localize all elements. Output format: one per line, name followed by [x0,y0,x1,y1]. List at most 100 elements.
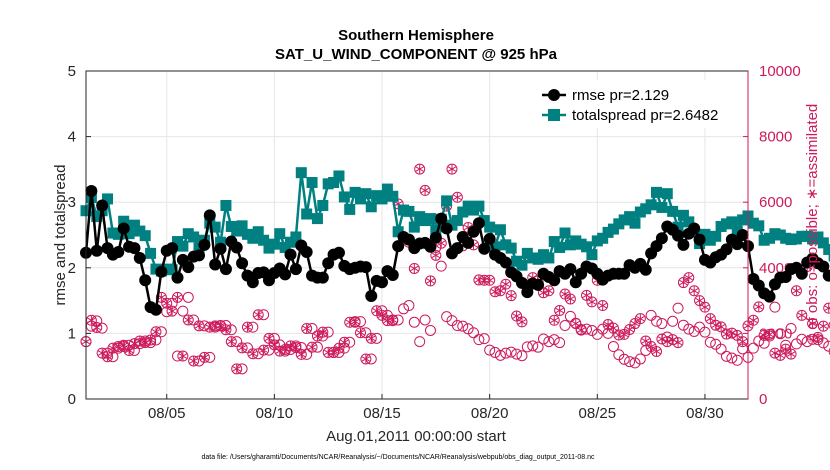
rmse-point [440,222,453,235]
totalspread-point [489,241,501,253]
rmse-point [85,185,98,198]
y-axis-label: rmse and totalspread [52,165,69,306]
obs-assimilated-point [543,285,555,297]
rmse-point [193,249,206,262]
totalspread-point [441,195,453,207]
obs-possible-point [457,320,469,332]
totalspread-point [812,231,824,243]
obs-assimilated-point [796,309,808,321]
totalspread-point [236,220,248,232]
obs-assimilated-point [683,272,695,284]
rmse-point [677,238,690,251]
totalspread-point [677,209,689,221]
totalspread-point [629,217,641,229]
obs-possible-point [489,346,501,358]
obs-assimilated-point [193,320,205,332]
obs-possible-point [408,316,420,328]
rmse-point [246,276,259,289]
x-axis-label: Aug.01,2011 00:00:00 start [326,428,507,445]
obs-possible-point [505,346,517,358]
rmse-point [515,276,528,289]
rmse-point [139,274,152,287]
rmse-point [462,236,475,249]
obs-assimilated-point [694,295,706,307]
totalspread-point [365,201,377,213]
obs-possible-point [177,305,189,317]
y-tick-label: 0 [68,391,76,408]
totalspread-point [102,193,114,205]
rmse-point [424,240,437,253]
rmse-point [316,271,329,284]
obs-possible-point [699,326,711,338]
obs-assimilated-point [166,305,178,317]
obs-assimilated-point [651,345,663,357]
rmse-point [472,217,485,230]
totalspread-point [559,227,571,239]
rmse-point [128,242,141,255]
obs-possible-point [511,348,523,360]
obs-possible-point [527,340,539,352]
totalspread-point [753,220,765,232]
totalspread-point [817,237,829,249]
obs-possible-point [414,336,426,348]
rmse-point [618,267,631,280]
totalspread-point [301,208,313,220]
y2-tick-label: 0 [759,391,767,408]
obs-assimilated-point [672,337,684,349]
obs-assimilated-point [586,296,598,308]
obs-possible-point [543,336,555,348]
obs-assimilated-point [150,326,162,338]
totalspread-point [645,199,657,211]
obs-possible-point [494,349,506,361]
obs-assimilated-point [715,321,727,333]
rmse-point [209,258,222,271]
obs-assimilated-point [699,301,711,313]
obs-possible-point [398,303,410,315]
totalspread-point [349,186,361,198]
y-tick-label: 3 [68,194,76,211]
rmse-point [548,274,561,287]
totalspread-point [145,247,157,259]
legend: rmse pr=2.129 totalspread pr=2.6482 [538,80,740,128]
obs-possible-point [667,315,679,327]
y-tick-label: 2 [68,260,76,277]
rmse-point [386,269,399,282]
totalspread-point [139,230,151,242]
obs-assimilated-point [548,314,560,326]
obs-assimilated-point [188,355,200,367]
rmse-point [483,232,496,245]
rmse-point [365,290,378,303]
obs-assimilated-point [484,274,496,286]
totalspread-point [543,252,555,264]
obs-assimilated-point [764,328,776,340]
obs-assimilated-point [290,342,302,354]
totalspread-point [683,216,695,228]
totalspread-point [726,216,738,228]
rmse-point [467,225,480,238]
obs-possible-point [548,334,560,346]
totalspread-point [387,190,399,202]
data-file-footnote: data file: /Users/gharamti/Documents/NCA… [201,454,595,461]
obs-assimilated-point [349,316,361,328]
totalspread-point [344,203,356,215]
obs-possible-point [726,352,738,364]
obs-assimilated-point [828,321,830,329]
rmse-point [693,233,706,246]
chart-title: Southern Hemisphere [338,27,494,44]
legend-box [538,80,740,128]
totalspread-point [505,242,517,254]
obs-assimilated-point [145,334,157,346]
totalspread-point [516,259,528,271]
obs-possible-point [500,347,512,359]
rmse-point [198,238,211,251]
totalspread-point [408,221,420,233]
rmse-point [289,263,302,276]
totalspread-point [828,250,830,262]
totalspread-point [268,238,280,250]
y2-tick-label: 10000 [759,63,801,80]
rmse-point [117,222,130,235]
rmse-point [795,267,808,280]
rmse-point [688,222,701,235]
totalspread-point [710,230,722,242]
totalspread-point [328,177,340,189]
